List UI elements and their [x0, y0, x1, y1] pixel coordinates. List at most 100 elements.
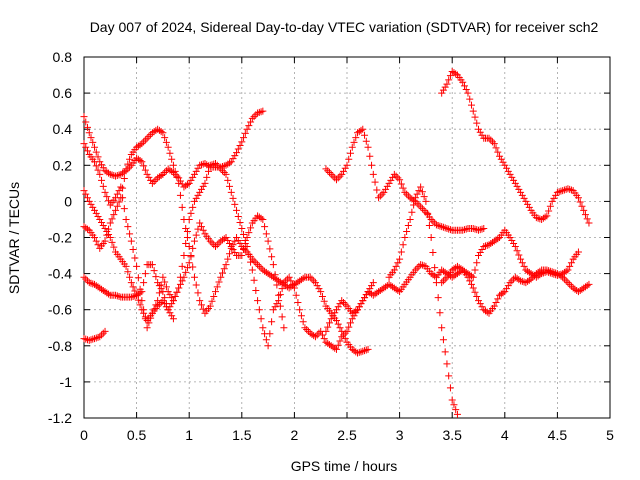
data-point	[338, 327, 346, 335]
data-point	[231, 237, 239, 245]
data-point	[196, 219, 204, 227]
data-point	[324, 339, 332, 347]
data-point	[410, 201, 418, 209]
data-point	[287, 277, 295, 285]
data-point	[329, 343, 337, 351]
data-point	[415, 187, 423, 195]
data-point	[280, 280, 288, 288]
data-point	[187, 176, 195, 184]
data-point	[259, 266, 267, 274]
data-point	[389, 283, 397, 291]
data-point	[119, 169, 127, 177]
data-point	[136, 289, 144, 297]
data-point	[576, 198, 584, 206]
data-point	[364, 345, 372, 353]
data-point	[327, 170, 335, 178]
data-point	[161, 278, 169, 286]
data-point	[459, 226, 467, 234]
series-sat-d	[80, 125, 372, 357]
data-point	[101, 188, 109, 196]
data-point	[466, 95, 474, 103]
data-point	[178, 180, 186, 188]
data-point	[338, 170, 346, 178]
data-point	[220, 169, 228, 177]
data-point	[255, 213, 263, 221]
data-point	[546, 269, 554, 277]
data-point	[180, 215, 188, 223]
data-point	[238, 243, 246, 251]
data-point	[520, 278, 528, 286]
data-point	[441, 224, 449, 232]
data-point	[257, 108, 265, 116]
data-point	[190, 237, 198, 245]
data-point	[347, 149, 355, 157]
data-point	[443, 80, 451, 88]
data-point	[248, 255, 256, 263]
data-point	[436, 309, 444, 317]
data-point	[541, 213, 549, 221]
data-point	[334, 341, 342, 349]
data-point	[569, 284, 577, 292]
data-point	[189, 263, 197, 271]
x-tick-label: 0	[80, 427, 88, 443]
data-point	[155, 300, 163, 308]
data-point	[169, 297, 177, 305]
data-point	[194, 164, 202, 172]
data-point	[373, 186, 381, 194]
data-point	[336, 324, 344, 332]
data-point	[127, 237, 135, 245]
data-point	[571, 285, 579, 293]
data-point	[345, 155, 353, 163]
data-point	[506, 279, 514, 287]
data-point	[562, 267, 570, 275]
data-point	[503, 164, 511, 172]
data-point	[194, 289, 202, 297]
data-point	[215, 163, 223, 171]
data-point	[140, 279, 148, 287]
data-point	[231, 152, 239, 160]
data-point	[427, 234, 435, 241]
data-point	[227, 158, 235, 166]
data-point	[515, 276, 523, 284]
data-point	[359, 347, 367, 355]
data-point	[383, 182, 391, 190]
data-point	[341, 164, 349, 172]
data-point	[399, 184, 407, 192]
data-point	[460, 82, 468, 90]
data-point	[259, 215, 267, 223]
data-point	[136, 141, 144, 149]
data-point	[339, 167, 347, 175]
data-point	[394, 259, 402, 267]
data-point	[404, 192, 412, 200]
data-point	[439, 267, 447, 275]
data-point	[490, 237, 498, 245]
data-point	[99, 164, 107, 172]
data-point	[134, 290, 142, 298]
data-point	[450, 69, 458, 77]
data-point	[434, 221, 442, 229]
data-point	[448, 67, 456, 75]
data-point	[578, 202, 586, 210]
data-point	[276, 291, 284, 299]
data-point	[138, 158, 146, 166]
data-point	[141, 136, 149, 144]
series-sat-g	[322, 125, 488, 234]
data-point	[471, 113, 479, 121]
data-point	[503, 285, 511, 293]
data-point	[113, 190, 121, 198]
data-point	[366, 289, 374, 297]
data-point	[129, 283, 137, 291]
data-point	[443, 224, 451, 232]
data-point	[85, 197, 93, 205]
data-point	[506, 170, 514, 178]
data-point	[538, 270, 546, 278]
data-point	[141, 166, 149, 174]
x-tick-label: 2	[291, 427, 299, 443]
data-point	[417, 261, 425, 269]
data-point	[84, 123, 92, 131]
data-point	[418, 205, 426, 213]
data-point	[418, 188, 426, 196]
data-point	[212, 288, 219, 296]
data-point	[157, 128, 165, 136]
data-point	[289, 282, 297, 290]
